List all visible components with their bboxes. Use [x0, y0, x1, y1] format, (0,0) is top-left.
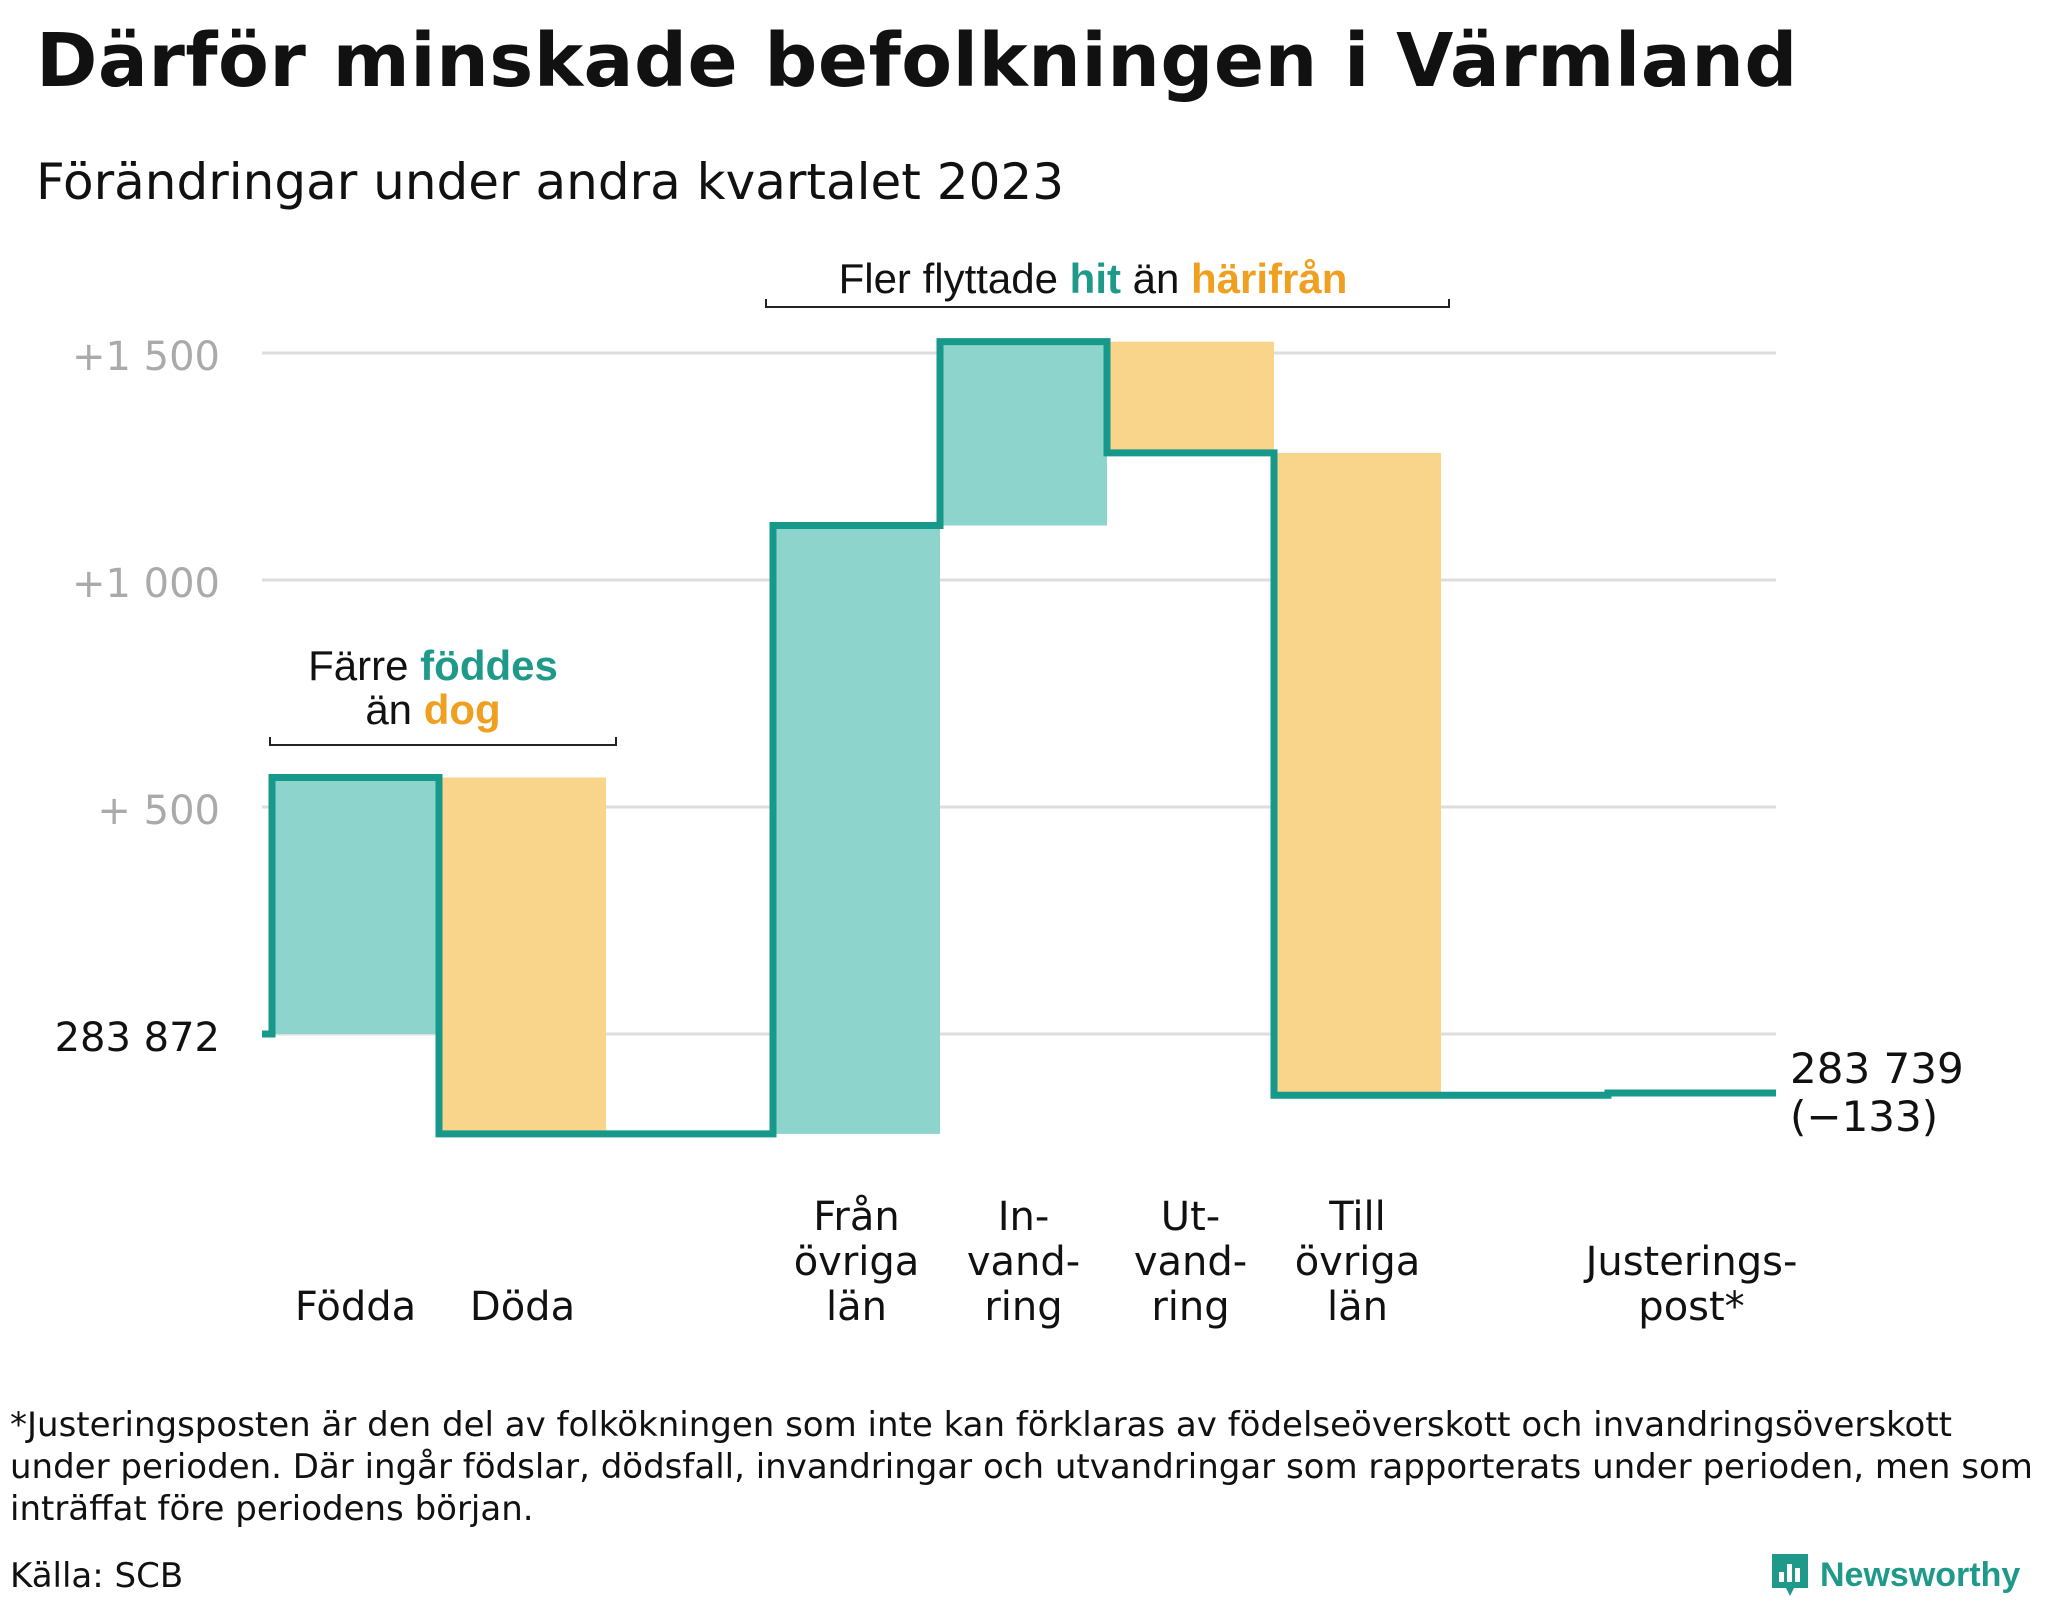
category-label-8-1: post*: [1638, 1284, 1744, 1330]
annotation-moves: Fler flyttade hit än härifrån: [839, 255, 1348, 302]
bar-0: [272, 777, 439, 1034]
end-value-label: 283 739: [1790, 1044, 1964, 1093]
bar-4: [940, 341, 1107, 526]
category-label-1-0: Döda: [470, 1284, 575, 1330]
category-label-6-0: Till: [1328, 1194, 1386, 1240]
end-change-label: (−133): [1790, 1092, 1938, 1141]
category-label-3-1: övriga: [794, 1239, 920, 1285]
brand-logo: Newsworthy: [1770, 1552, 2020, 1598]
chart-subtitle: Förändringar under andra kvartalet 2023: [36, 153, 1065, 211]
y-tick-label-0: 283 872: [55, 1015, 220, 1061]
annotation-births-line1: Färre föddes: [308, 642, 558, 689]
footnote: *Justeringsposten är den del av folkökni…: [10, 1405, 2033, 1529]
bar-3: [773, 525, 940, 1134]
category-label-4-0: In-: [998, 1194, 1050, 1240]
newsworthy-logo-icon: [1772, 1554, 1808, 1596]
category-label-5-1: vand-: [1134, 1239, 1247, 1285]
annotation-births-line2: än dog: [365, 686, 500, 733]
chart-title: Därför minskade befolkningen i Värmland: [36, 18, 1798, 104]
cumulative-step-line: [262, 338, 1776, 1138]
annotation-births-bracket: [269, 737, 617, 746]
category-label-4-2: ring: [984, 1284, 1062, 1330]
bar-1: [439, 777, 606, 1134]
category-label-0-0: Födda: [295, 1284, 416, 1330]
category-label-3-2: län: [826, 1284, 887, 1330]
brand-name: Newsworthy: [1820, 1555, 2021, 1594]
y-tick-label-1: + 500: [97, 788, 220, 834]
bar-5: [1107, 341, 1274, 453]
category-label-4-1: vand-: [967, 1239, 1080, 1285]
category-label-6-2: län: [1327, 1284, 1388, 1330]
category-label-8-0: Justerings-: [1583, 1239, 1798, 1285]
y-tick-label-2: +1 000: [72, 561, 220, 607]
category-label-5-0: Ut-: [1161, 1194, 1220, 1240]
source-credit: Källa: SCB: [10, 1556, 184, 1596]
category-label-5-2: ring: [1151, 1284, 1229, 1330]
y-tick-label-3: +1 500: [72, 334, 220, 380]
bar-6: [1274, 452, 1441, 1096]
category-label-3-0: Från: [813, 1194, 899, 1240]
annotation-moves-bracket: [765, 299, 1450, 308]
category-label-6-1: övriga: [1295, 1239, 1421, 1285]
